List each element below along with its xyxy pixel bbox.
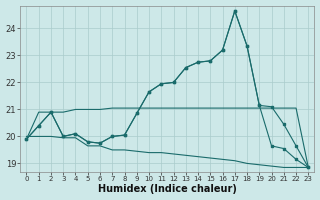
X-axis label: Humidex (Indice chaleur): Humidex (Indice chaleur): [98, 184, 237, 194]
